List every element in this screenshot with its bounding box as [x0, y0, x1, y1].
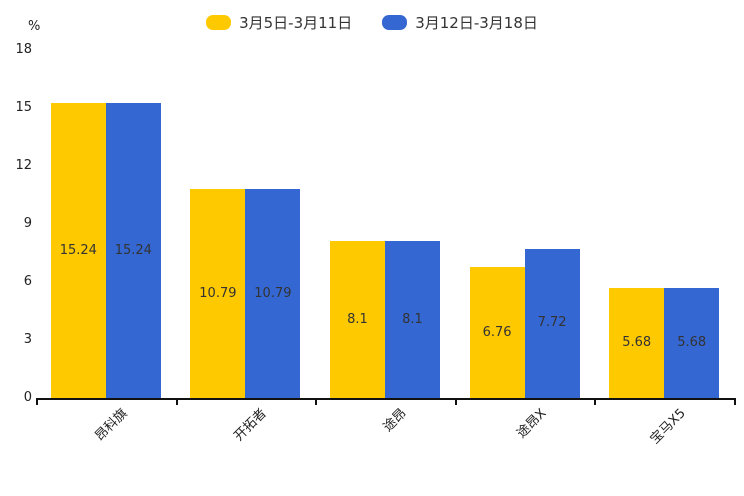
x-axis-tick [594, 400, 597, 405]
legend-item-week1[interactable]: 3月5日-3月11日 [206, 12, 352, 33]
bar-week2[interactable] [664, 288, 720, 398]
x-axis-tick [36, 400, 38, 405]
bar-value-label: 8.1 [402, 311, 423, 327]
x-axis-tick [454, 400, 457, 405]
bar-value-label: 10.79 [199, 285, 237, 301]
bar-week1[interactable] [190, 189, 246, 398]
bar-week1[interactable] [609, 288, 665, 398]
bar-value-label: 6.76 [482, 324, 512, 340]
legend-label-week2: 3月12日-3月18日 [415, 14, 538, 32]
y-axis-tick-label: 3 [23, 332, 32, 347]
y-axis-tick-label: 6 [23, 274, 32, 289]
bar-week1[interactable] [469, 267, 525, 398]
legend-label-week1: 3月5日-3月11日 [239, 14, 353, 32]
x-axis-line [36, 398, 736, 400]
bar-week2[interactable] [105, 103, 161, 398]
legend-swatch-yellow [206, 15, 232, 30]
x-axis-category-label: 途昂X [513, 406, 550, 442]
y-axis-unit-label: % [28, 19, 41, 34]
x-axis-category-label: 昂科旗 [92, 406, 131, 445]
x-axis-tick [175, 400, 178, 405]
bar-week1[interactable] [50, 103, 106, 398]
x-axis-tick [734, 400, 736, 405]
y-axis-tick-label: 9 [23, 216, 32, 231]
bar-value-label: 5.68 [677, 335, 707, 351]
bar-week1[interactable] [330, 241, 385, 398]
y-axis-tick-label: 0 [23, 390, 32, 405]
x-axis-category-label: 宝马X5 [647, 406, 689, 448]
bar-week2[interactable] [385, 241, 440, 398]
bar-value-label: 5.68 [622, 335, 652, 351]
bar-value-label: 10.79 [254, 285, 292, 301]
legend: 3月5日-3月11日 3月12日-3月18日 [0, 12, 744, 33]
bar-week2[interactable] [524, 248, 580, 398]
bar-value-label: 15.24 [114, 242, 152, 258]
bar-week2[interactable] [245, 189, 301, 398]
x-axis-tick [315, 400, 318, 405]
bar-value-label: 15.24 [59, 242, 97, 258]
bar-value-label: 8.1 [347, 311, 368, 327]
y-axis-tick-label: 15 [15, 100, 32, 115]
legend-swatch-blue [382, 15, 408, 30]
x-axis-category-label: 开拓者 [231, 406, 271, 445]
y-axis-tick-label: 12 [15, 158, 32, 173]
legend-item-week2[interactable]: 3月12日-3月18日 [382, 12, 538, 33]
y-axis-tick-label: 18 [15, 42, 32, 57]
x-axis-category-label: 途昂 [380, 406, 410, 436]
bar-value-label: 7.72 [537, 315, 567, 331]
